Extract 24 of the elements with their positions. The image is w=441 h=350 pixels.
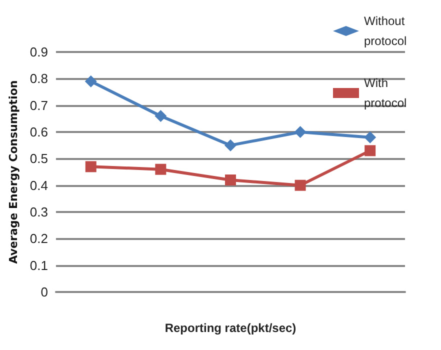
y-tick-label: 0.7 <box>30 98 48 113</box>
point <box>85 161 96 172</box>
point <box>364 131 376 144</box>
y-tick-label: 0.9 <box>30 44 48 60</box>
y-tick-label: 0.3 <box>30 204 48 220</box>
y-tick-label: 0.6 <box>30 124 48 140</box>
point <box>364 145 376 156</box>
y-tick-label: 0.8 <box>30 71 48 86</box>
point <box>294 126 306 138</box>
point <box>155 164 166 175</box>
point <box>224 174 236 186</box>
y-tick-label: 0.2 <box>30 231 48 246</box>
y-tick-label: 0.4 <box>30 178 48 193</box>
legend-label: Without protocol <box>364 14 408 48</box>
point <box>294 180 306 191</box>
point <box>84 75 97 88</box>
y-tick-label: 0.1 <box>30 258 48 273</box>
x-axis-title: Reporting rate(pkt/sec) <box>164 321 296 335</box>
y-tick-label: 0 <box>40 284 48 300</box>
y-axis-title: Average Energy Consumption <box>7 80 20 264</box>
point <box>224 139 236 152</box>
point <box>154 110 167 122</box>
y-tick-label: 0.5 <box>30 151 48 166</box>
legend-label: With protocol <box>364 76 407 110</box>
